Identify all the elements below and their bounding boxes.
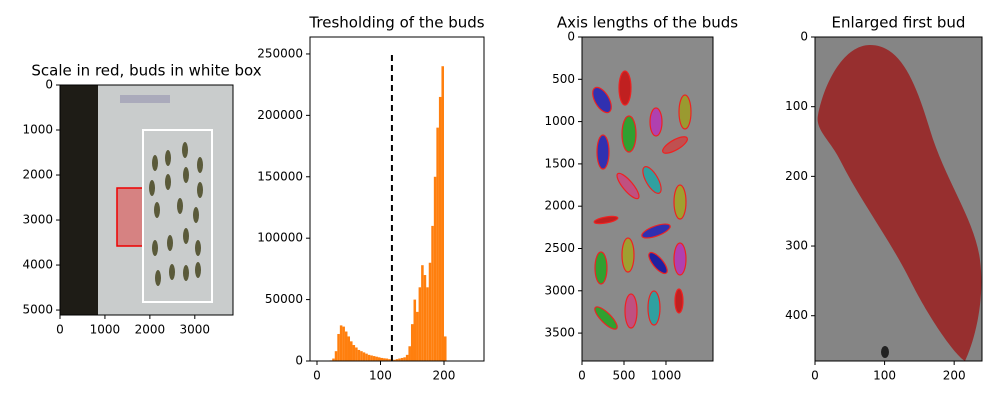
y-tick-label: 1000 <box>544 114 575 128</box>
bar <box>441 66 444 362</box>
bar <box>408 346 411 361</box>
y-tick-label: 50000 <box>265 292 303 306</box>
y-tick-label: 150000 <box>257 169 303 183</box>
bar <box>431 225 434 361</box>
bar <box>350 341 353 361</box>
subplot-title: Axis lengths of the buds <box>557 14 738 32</box>
bar <box>370 355 373 361</box>
bar <box>357 349 361 361</box>
bar <box>438 96 442 362</box>
axes-frame <box>581 36 714 362</box>
y-tick-label: 0 <box>567 30 575 44</box>
y-tick-label: 1500 <box>544 156 575 170</box>
axes-frame <box>59 84 234 316</box>
y-tick-label: 2500 <box>544 241 575 255</box>
y-tick-label: 2000 <box>22 168 53 182</box>
subplot-title: Scale in red, buds in white box <box>31 62 261 80</box>
bar <box>410 324 414 361</box>
bar <box>400 357 404 361</box>
bar <box>426 287 429 361</box>
subplot-title: Enlarged first bud <box>832 14 966 32</box>
axes-frame <box>309 36 485 362</box>
x-tick-label: 200 <box>943 369 966 383</box>
bar <box>377 357 381 361</box>
y-tick-label: 3000 <box>544 283 575 297</box>
bar <box>398 358 401 361</box>
bar <box>428 262 432 361</box>
bar <box>372 356 376 361</box>
x-tick-label: 200 <box>433 369 456 383</box>
x-tick-label: 0 <box>56 323 64 337</box>
bar <box>332 358 335 361</box>
y-tick-label: 3000 <box>22 213 53 227</box>
bar <box>421 265 424 361</box>
bar <box>347 336 351 361</box>
x-tick-label: 3000 <box>180 323 211 337</box>
bar <box>403 357 406 361</box>
bar <box>416 311 419 361</box>
photo-bud <box>815 37 982 361</box>
bar <box>344 331 348 361</box>
bar <box>395 359 399 361</box>
x-tick-label: 100 <box>369 369 392 383</box>
bar <box>337 333 340 361</box>
y-tick-label: 100 <box>785 99 808 113</box>
x-tick-label: 1000 <box>90 323 121 337</box>
axes-frame <box>814 36 983 362</box>
bar <box>433 176 437 361</box>
x-tick-label: 100 <box>873 369 896 383</box>
x-tick-label: 0 <box>578 369 586 383</box>
bar <box>334 351 338 361</box>
bar <box>380 357 384 361</box>
y-tick-label: 2000 <box>544 199 575 213</box>
x-tick-label: 0 <box>313 369 321 383</box>
bar <box>388 359 391 361</box>
bar <box>360 351 363 361</box>
bar <box>352 345 356 361</box>
y-tick-label: 0 <box>45 78 53 92</box>
y-tick-label: 200000 <box>257 108 303 122</box>
x-tick-label: 1000 <box>651 369 682 383</box>
y-tick-label: 5000 <box>22 303 53 317</box>
bar <box>443 336 447 361</box>
y-tick-label: 500 <box>552 72 575 86</box>
x-tick-label: 0 <box>811 369 819 383</box>
bar <box>362 352 366 361</box>
bar <box>436 127 439 362</box>
y-tick-label: 4000 <box>22 258 53 272</box>
bar <box>385 358 389 361</box>
bar <box>375 356 378 361</box>
bar <box>339 325 343 361</box>
x-tick-label: 2000 <box>135 323 166 337</box>
y-tick-label: 400 <box>785 308 808 322</box>
y-tick-label: 200 <box>785 169 808 183</box>
bar <box>342 326 345 361</box>
bar <box>355 347 358 361</box>
y-tick-label: 0 <box>295 354 303 368</box>
y-tick-label: 1000 <box>22 123 53 137</box>
bar <box>367 354 371 361</box>
y-tick-label: 300 <box>785 239 808 253</box>
y-tick-label: 3500 <box>544 326 575 340</box>
photo-scale <box>60 85 233 315</box>
bar <box>405 354 409 361</box>
bar <box>423 275 427 361</box>
subplot-title: Tresholding of the buds <box>308 14 484 32</box>
photo-axes <box>582 37 713 361</box>
bar <box>418 287 422 361</box>
y-tick-label: 0 <box>800 30 808 44</box>
x-tick-label: 500 <box>613 369 636 383</box>
bar <box>413 299 417 361</box>
bar <box>365 353 368 361</box>
y-tick-label: 250000 <box>257 46 303 60</box>
bar <box>393 359 396 361</box>
y-tick-label: 100000 <box>257 231 303 245</box>
bar <box>383 358 386 361</box>
